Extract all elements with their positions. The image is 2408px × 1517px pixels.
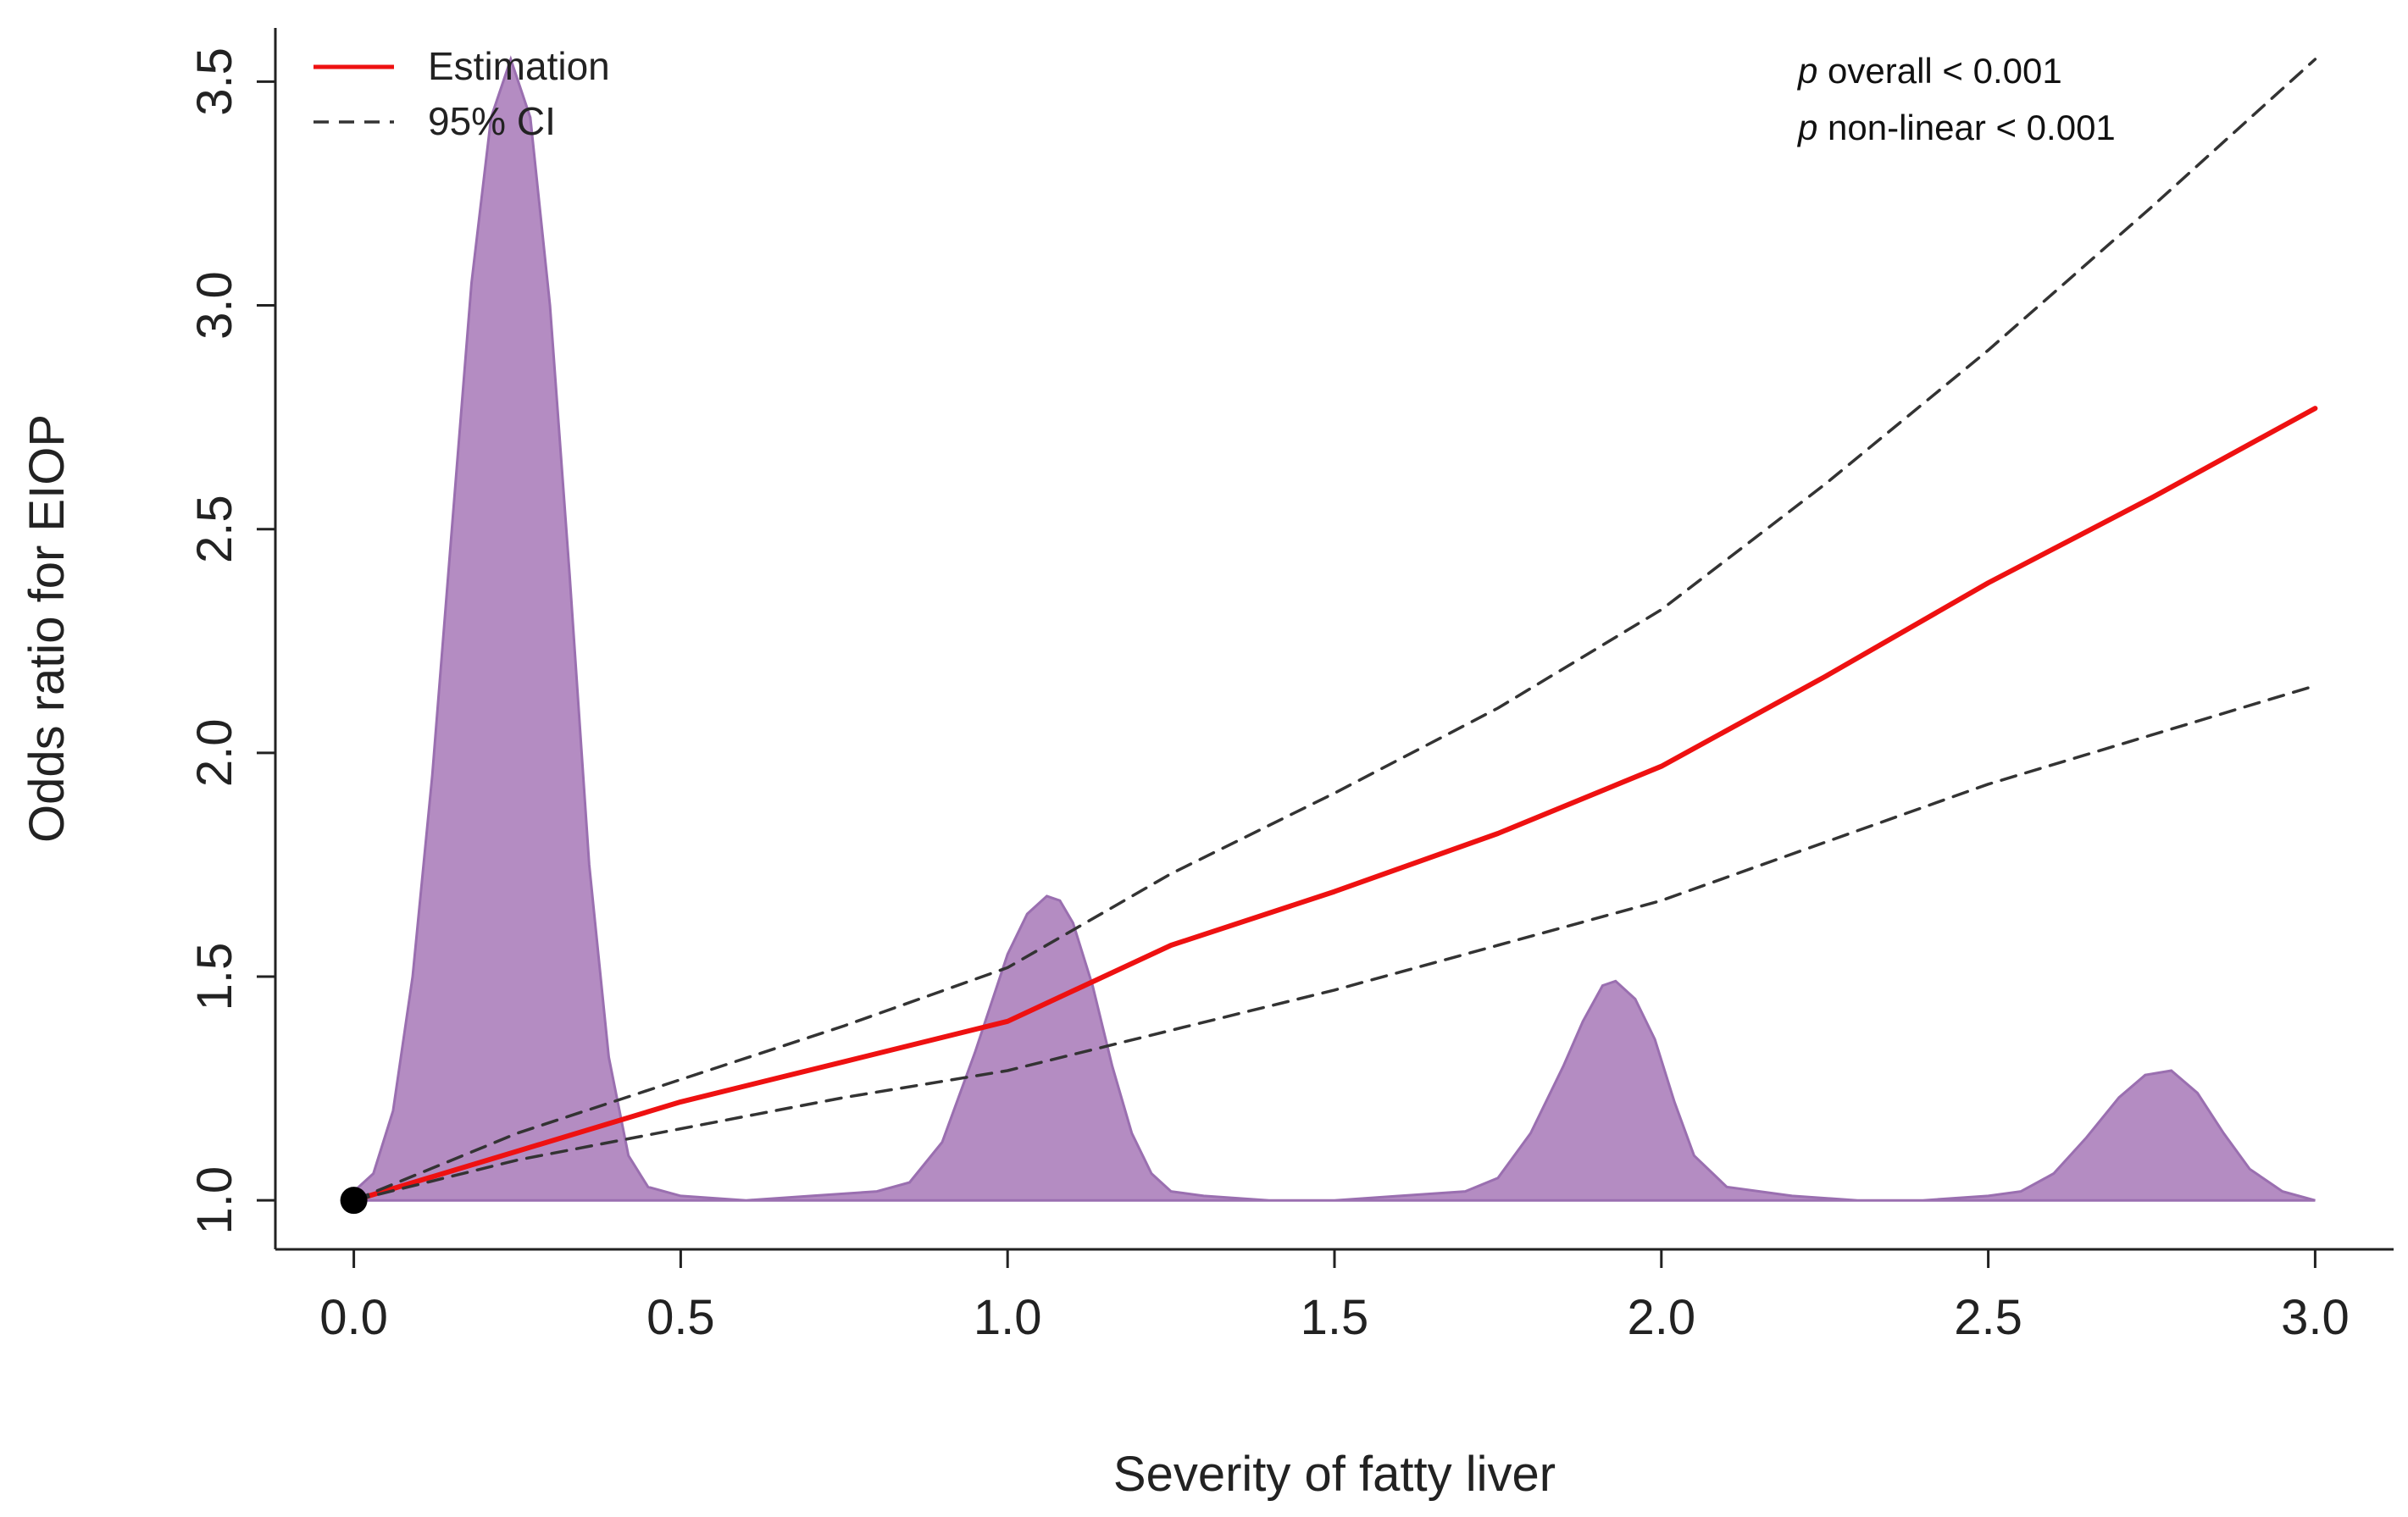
p-overall-annotation: p overall < 0.001 bbox=[1796, 51, 2062, 91]
p-nonlinear-annotation: p non-linear < 0.001 bbox=[1796, 108, 2116, 147]
y-tick-label: 3.0 bbox=[187, 271, 242, 340]
p-nonlinear-symbol: p bbox=[1796, 108, 1817, 147]
p-overall-text: overall < 0.001 bbox=[1817, 51, 2061, 91]
axes: 0.0 0.5 1.0 1.5 2.0 2.5 3.0 1.0 1.5 2.0 2.5 3.0 3.5 bbox=[187, 28, 2394, 1345]
legend-ci-label: 95% CI bbox=[428, 99, 556, 143]
x-tick-label: 1.5 bbox=[1301, 1290, 1369, 1345]
y-tick-label: 1.5 bbox=[187, 943, 242, 1011]
x-axis-title: Severity of fatty liver bbox=[1113, 1447, 1556, 1502]
density-area bbox=[352, 55, 2316, 1202]
estimation-line bbox=[351, 406, 2318, 1204]
p-nonlinear-text: non-linear < 0.001 bbox=[1817, 108, 2115, 147]
y-axis-title: Odds ratio for EIOP bbox=[19, 414, 75, 843]
y-tick-label: 2.5 bbox=[187, 495, 242, 563]
y-tick-label: 1.0 bbox=[187, 1166, 242, 1235]
ci-line-2 bbox=[352, 684, 2317, 1202]
x-tick-label: 3.0 bbox=[2281, 1290, 2350, 1345]
reference-point bbox=[340, 1187, 368, 1215]
x-tick-label: 0.5 bbox=[646, 1290, 715, 1345]
legend: Estimation 95% CI bbox=[313, 44, 610, 143]
p-value-annotations: p overall < 0.001 p non-linear < 0.001 bbox=[1796, 51, 2116, 147]
y-tick-label: 2.0 bbox=[187, 719, 242, 788]
plot-area bbox=[340, 55, 2318, 1215]
legend-estimation-label: Estimation bbox=[428, 44, 610, 88]
y-tick-label: 3.5 bbox=[187, 47, 242, 116]
x-tick-label: 2.0 bbox=[1627, 1290, 1695, 1345]
x-tick-label: 1.0 bbox=[974, 1290, 1042, 1345]
ci-line-1 bbox=[352, 58, 2317, 1202]
x-tick-label: 2.5 bbox=[1954, 1290, 2022, 1345]
p-overall-symbol: p bbox=[1796, 51, 1817, 91]
x-tick-label: 0.0 bbox=[319, 1290, 388, 1345]
